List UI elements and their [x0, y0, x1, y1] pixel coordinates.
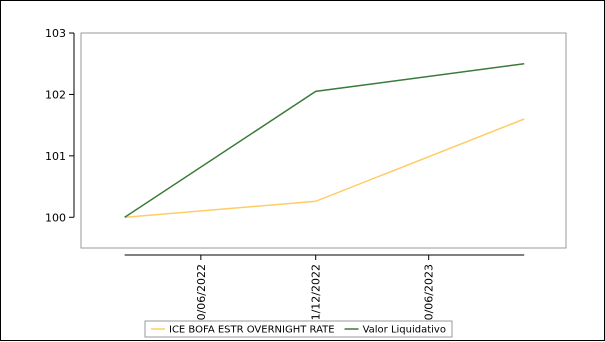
y-tick-label: 103 [45, 27, 66, 40]
x-tick-label: 30/06/2022 [195, 264, 208, 327]
x-tick-label: 31/12/2022 [310, 264, 323, 327]
legend: ICE BOFA ESTR OVERNIGHT RATE Valor Liquid… [144, 320, 453, 338]
legend-box [144, 320, 453, 338]
series-layer [124, 62, 525, 219]
y-tick-label: 102 [45, 88, 66, 101]
x-axis: 30/06/2022 31/12/2022 30/06/2023 [124, 254, 525, 327]
legend-label-1: Valor Liquidativo [363, 325, 446, 336]
series-line-1 [124, 62, 525, 218]
plot-area [80, 32, 567, 249]
y-tick-label: 101 [45, 150, 66, 163]
series-line-0 [124, 118, 525, 219]
y-axis: 100 101 102 103 [45, 27, 75, 224]
y-tick-label: 100 [45, 211, 66, 224]
legend-label-0: ICE BOFA ESTR OVERNIGHT RATE [169, 325, 335, 336]
x-tick-label: 30/06/2023 [423, 264, 436, 327]
